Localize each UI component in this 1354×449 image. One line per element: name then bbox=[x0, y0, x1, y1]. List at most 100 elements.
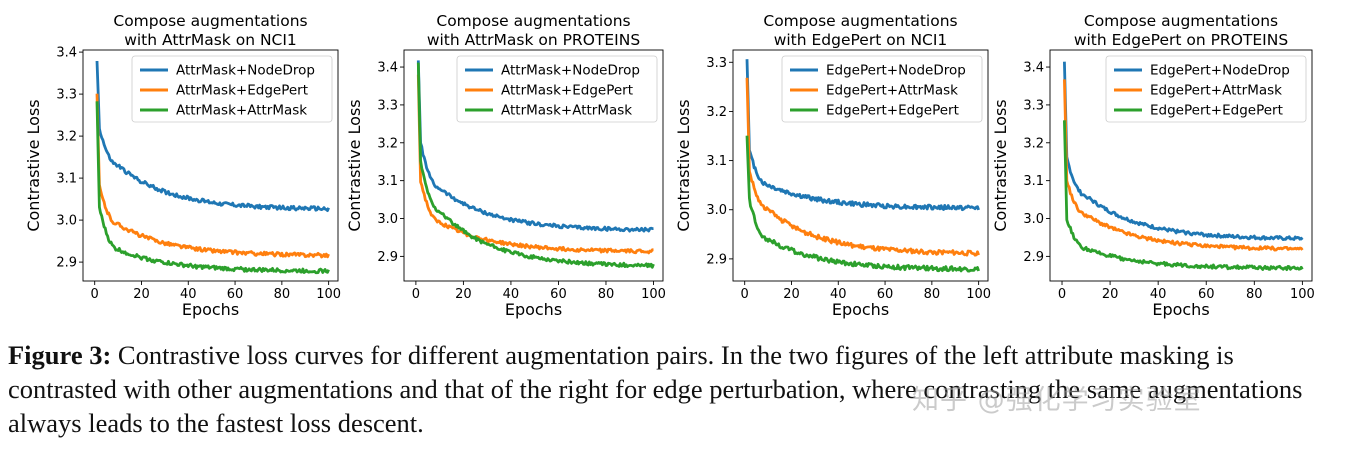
y-tick-label: 3.1 bbox=[1023, 174, 1044, 189]
series-line-orange bbox=[1063, 79, 1304, 252]
x-axis-label: Epochs bbox=[832, 300, 889, 319]
chart-title-line: with AttrMask on PROTEINS bbox=[427, 31, 640, 49]
x-tick-label: 0 bbox=[1058, 287, 1066, 302]
y-tick-label: 3.0 bbox=[706, 203, 727, 218]
legend-entry: EdgePert+AttrMask bbox=[826, 83, 958, 99]
x-axis-label: Epochs bbox=[1152, 300, 1209, 319]
plot-frame bbox=[732, 49, 989, 282]
series-line-green bbox=[1063, 120, 1304, 271]
x-tick-label: 80 bbox=[274, 287, 291, 302]
x-tick-label: 40 bbox=[1150, 287, 1167, 302]
x-tick-label: 40 bbox=[830, 287, 847, 302]
y-axis-label: Contrastive Loss bbox=[345, 99, 364, 231]
series-line-orange bbox=[416, 74, 654, 255]
chart-title-line: with EdgePert on NCI1 bbox=[774, 31, 948, 49]
y-tick-label: 3.1 bbox=[377, 174, 398, 189]
x-tick-label: 100 bbox=[641, 287, 666, 302]
y-tick-label: 2.9 bbox=[1023, 250, 1044, 265]
y-tick-label: 3.4 bbox=[1023, 61, 1044, 76]
x-tick-label: 20 bbox=[783, 287, 800, 302]
series-line-blue bbox=[416, 60, 654, 233]
series-line-green bbox=[745, 135, 980, 273]
plot-frame bbox=[403, 49, 664, 282]
caption-label: Figure 3: bbox=[8, 340, 112, 370]
chart-title-line: with AttrMask on NCI1 bbox=[124, 31, 297, 49]
y-tick-label: 3.3 bbox=[1023, 98, 1044, 113]
y-tick-label: 3.0 bbox=[377, 212, 398, 227]
legend-entry: EdgePert+NodeDrop bbox=[1150, 63, 1290, 79]
plot-frame bbox=[1049, 49, 1313, 282]
x-tick-label: 100 bbox=[966, 287, 991, 302]
legend-entry: EdgePert+NodeDrop bbox=[826, 63, 966, 79]
x-tick-label: 60 bbox=[227, 287, 244, 302]
series-line-blue bbox=[1063, 61, 1304, 241]
legend-entry: AttrMask+AttrMask bbox=[176, 103, 307, 119]
watermark: 知乎 @强化学习实验室 bbox=[912, 385, 1202, 416]
y-tick-label: 3.3 bbox=[706, 56, 727, 71]
y-tick-label: 3.0 bbox=[1023, 212, 1044, 227]
x-tick-label: 80 bbox=[924, 287, 941, 302]
series-line-green bbox=[416, 62, 655, 269]
figure-caption: Figure 3: Contrastive loss curves for di… bbox=[8, 338, 1348, 440]
y-tick-label: 3.1 bbox=[56, 172, 77, 187]
series-line-orange bbox=[95, 93, 330, 259]
y-tick-label: 2.9 bbox=[377, 250, 398, 265]
y-tick-label: 3.2 bbox=[56, 130, 77, 145]
plot-frame bbox=[82, 49, 339, 282]
x-tick-label: 0 bbox=[741, 287, 749, 302]
x-tick-label: 60 bbox=[550, 287, 567, 302]
y-tick-label: 3.2 bbox=[1023, 136, 1044, 151]
legend-entry: AttrMask+NodeDrop bbox=[176, 63, 315, 79]
legend-entry: EdgePert+AttrMask bbox=[1150, 83, 1282, 99]
series-line-green bbox=[95, 101, 330, 275]
x-tick-label: 0 bbox=[91, 287, 99, 302]
chart-title-line: Compose augmentations bbox=[763, 12, 957, 30]
x-tick-label: 100 bbox=[316, 287, 341, 302]
series-line-blue bbox=[745, 59, 980, 212]
y-tick-label: 3.2 bbox=[377, 136, 398, 151]
x-tick-label: 20 bbox=[133, 287, 150, 302]
x-tick-label: 20 bbox=[455, 287, 472, 302]
y-tick-label: 3.2 bbox=[706, 105, 727, 120]
x-axis-label: Epochs bbox=[505, 300, 562, 319]
y-tick-label: 3.4 bbox=[377, 61, 398, 76]
legend-box bbox=[131, 55, 333, 123]
y-tick-label: 3.3 bbox=[56, 88, 77, 103]
y-tick-label: 2.9 bbox=[56, 256, 77, 271]
legend-entry: AttrMask+EdgePert bbox=[176, 83, 308, 99]
x-tick-label: 40 bbox=[180, 287, 197, 302]
y-tick-label: 3.1 bbox=[706, 154, 727, 169]
x-axis-label: Epochs bbox=[182, 300, 239, 319]
chart-title-line: with EdgePert on PROTEINS bbox=[1074, 31, 1288, 49]
y-axis-label: Contrastive Loss bbox=[24, 99, 43, 231]
series-line-blue bbox=[95, 60, 330, 212]
legend-entry: AttrMask+EdgePert bbox=[501, 83, 633, 99]
x-tick-label: 20 bbox=[1102, 287, 1119, 302]
series-line-orange bbox=[745, 77, 980, 257]
chart-title-line: Compose augmentations bbox=[113, 12, 307, 30]
x-tick-label: 80 bbox=[1246, 287, 1263, 302]
x-tick-label: 0 bbox=[412, 287, 420, 302]
legend-box bbox=[1105, 55, 1307, 123]
x-tick-label: 40 bbox=[503, 287, 520, 302]
legend-box bbox=[781, 55, 983, 123]
y-axis-label: Contrastive Loss bbox=[674, 99, 693, 231]
x-tick-label: 100 bbox=[1290, 287, 1315, 302]
x-tick-label: 80 bbox=[598, 287, 615, 302]
y-axis-label: Contrastive Loss bbox=[991, 99, 1010, 231]
y-tick-label: 3.0 bbox=[56, 214, 77, 229]
x-tick-label: 60 bbox=[1198, 287, 1215, 302]
legend-entry: EdgePert+EdgePert bbox=[826, 103, 959, 119]
y-tick-label: 3.4 bbox=[56, 46, 77, 61]
y-tick-label: 2.9 bbox=[706, 252, 727, 267]
legend-entry: EdgePert+EdgePert bbox=[1150, 103, 1283, 119]
x-tick-label: 60 bbox=[877, 287, 894, 302]
legend-entry: AttrMask+AttrMask bbox=[501, 103, 632, 119]
chart-title-line: Compose augmentations bbox=[1084, 12, 1278, 30]
legend-entry: AttrMask+NodeDrop bbox=[501, 63, 640, 79]
legend-box bbox=[456, 55, 658, 123]
